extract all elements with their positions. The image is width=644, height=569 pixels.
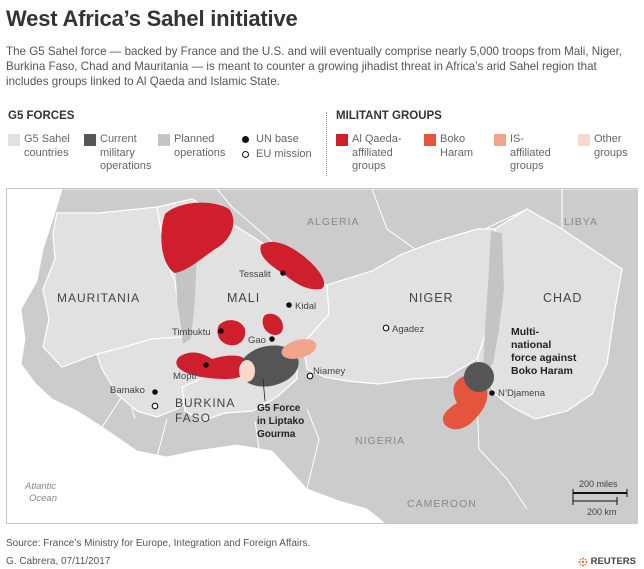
label-niger: NIGER: [409, 291, 454, 305]
label-atlantic-ocean: Atlantic Ocean: [24, 481, 59, 504]
planned-operations-swatch: [158, 134, 170, 146]
legend-label: Other: [594, 133, 622, 145]
eu-mission-marker: [306, 372, 314, 380]
un-base-marker: [218, 328, 224, 334]
city-bamako: Bamako: [110, 385, 145, 396]
label-chad: CHAD: [543, 291, 582, 305]
label-mali: MALI: [227, 291, 260, 305]
legend-label: IS-: [510, 133, 525, 145]
g5-forces-heading: G5 FORCES: [8, 110, 75, 122]
legend-label: groups: [352, 160, 386, 172]
city-ndjamena: N’Djamena: [498, 388, 546, 399]
svg-text:200 miles: 200 miles: [579, 479, 618, 489]
label-libya: LIBYA: [564, 216, 598, 228]
label-mauritania: MAURITANIA: [57, 291, 140, 305]
city-gao: Gao: [248, 335, 266, 346]
credit-note: G. Cabrera, 07/11/2017: [6, 556, 111, 567]
legend-label: Planned: [174, 133, 215, 145]
un-base-marker: [489, 390, 495, 396]
city-tessalit: Tessalit: [239, 269, 271, 280]
legend-label: groups: [510, 160, 544, 172]
un-base-marker: [280, 270, 286, 276]
legend-label: Current: [100, 133, 137, 145]
al-qaeda-timbuktu: [217, 320, 246, 346]
un-base-marker: [286, 302, 292, 308]
country-chad: [476, 208, 623, 420]
other-groups-area: [239, 360, 255, 382]
boko-haram-swatch: [424, 134, 436, 146]
legend-divider: [326, 112, 327, 176]
label-burkina: BURKINA: [175, 396, 235, 410]
city-kidal: Kidal: [295, 301, 316, 312]
militant-groups-heading: MILITANT GROUPS: [336, 110, 442, 122]
legend-label: G5 Sahel: [24, 133, 70, 145]
un-base-marker: [152, 389, 158, 395]
label-faso: FASO: [175, 411, 211, 425]
legend-label: UN base: [256, 133, 299, 145]
intro-text: The G5 Sahel force — backed by France an…: [6, 45, 623, 88]
planned-ops-chad: [483, 231, 504, 371]
al-qaeda-mopti: [176, 352, 249, 379]
hollow-dot-icon: [242, 151, 249, 158]
legend-label: operations: [174, 146, 226, 159]
liptako-leader-line: [262, 378, 266, 402]
legend-label: military: [100, 146, 135, 159]
un-base-marker: [203, 362, 209, 368]
current-ops-mnjtf: [464, 362, 494, 392]
legend-label: affiliated: [510, 146, 551, 159]
sahel-map: ALGERIA LIBYA MAURITANIA MALI NIGER CHAD…: [6, 188, 638, 524]
eu-mission-marker: [382, 324, 390, 332]
al-qaeda-tessalit: [260, 241, 325, 290]
reuters-dots-icon: [578, 557, 588, 566]
legend-label: groups: [594, 146, 628, 159]
legend-label: Haram: [440, 146, 474, 159]
legend-label: EU mission: [256, 148, 312, 160]
city-mopti: Mopti: [173, 371, 196, 382]
city-agadez: Agadez: [392, 324, 424, 335]
legend-label: Al Qaeda-: [352, 133, 402, 145]
is-groups-area: [281, 339, 317, 359]
current-operations-swatch: [84, 134, 96, 146]
label-cameroon: CAMEROON: [407, 498, 477, 510]
source-note: Source: France’s Ministry for Europe, In…: [6, 538, 311, 549]
label-mnjtf: Multi- national force against Boko Haram: [511, 326, 579, 377]
eu-mission-marker: [151, 402, 159, 410]
filled-dot-icon: [242, 136, 249, 143]
is-groups-swatch: [494, 134, 506, 146]
al-qaeda-swatch: [336, 134, 348, 146]
label-algeria: ALGERIA: [307, 216, 360, 228]
label-liptako-force: G5 Force in Liptako Gourma: [257, 403, 307, 440]
map-title: West Africa’s Sahel initiative: [6, 6, 298, 31]
city-timbuktu: Timbuktu: [172, 327, 211, 338]
reuters-label: REUTERS: [590, 556, 636, 567]
al-qaeda-north-mali: [161, 202, 234, 273]
legend-label: operations: [100, 160, 152, 172]
legend-label: Boko: [440, 133, 466, 145]
other-groups-swatch: [578, 134, 590, 146]
un-base-marker: [269, 336, 275, 342]
legend-label: affiliated: [352, 146, 393, 159]
label-nigeria: NIGERIA: [355, 435, 405, 447]
reuters-logo: REUTERS: [578, 556, 636, 567]
svg-text:200 km: 200 km: [587, 507, 617, 517]
legend-label: countries: [24, 146, 69, 159]
city-niamey: Niamey: [313, 366, 345, 377]
g5-countries-swatch: [8, 134, 20, 146]
scale-bar: 200 miles 200 km: [572, 479, 628, 517]
al-qaeda-gao: [262, 313, 283, 335]
